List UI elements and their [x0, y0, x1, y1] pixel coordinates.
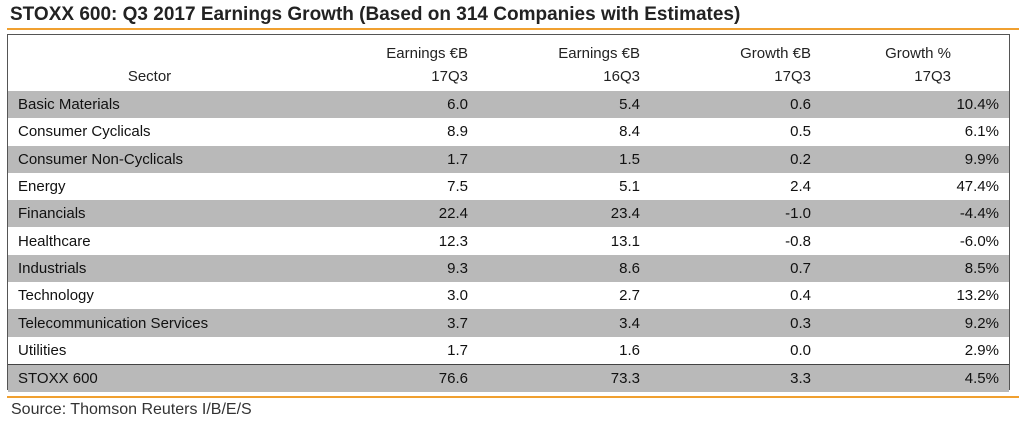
cell-sector: Technology	[18, 287, 94, 305]
cell-growth-eur: 0.4	[790, 287, 811, 305]
cell-earnings-17q3: 3.7	[291, 309, 496, 337]
cell-earnings-16q3: 5.1	[619, 178, 640, 196]
table-row: Industrials 9.3 8.6 0.7 8.5%	[8, 254, 1009, 283]
cell-earnings-16q3: 73.3	[496, 363, 666, 393]
cell-earnings-17q3: 12.3	[438, 232, 468, 250]
cell-growth-eur: 2.4	[790, 178, 811, 196]
footer-rule	[7, 396, 1019, 398]
cell-earnings-17q3: 22.4	[291, 200, 496, 228]
cell-earnings-16q3: 8.6	[496, 254, 666, 283]
cell-earnings-17q3: 1.7	[447, 341, 468, 359]
cell-earnings-16q3: 23.4	[496, 200, 666, 228]
cell-growth-pct: 47.4%	[956, 178, 999, 196]
cell-earnings-16q3: 5.4	[496, 91, 666, 119]
title-rule	[7, 28, 1019, 30]
cell-growth-pct: 9.2%	[837, 309, 1009, 337]
cell-sector: Financials	[8, 200, 291, 228]
cell-growth-eur: 3.3	[666, 363, 837, 393]
cell-growth-pct: 8.5%	[837, 254, 1009, 283]
col-header-growth-pct: Growth % 17Q3	[885, 45, 951, 85]
earnings-table-frame: Sector Earnings €B 17Q3 Earnings €B 16Q3…	[7, 34, 1010, 393]
cell-sector: Healthcare	[18, 232, 91, 250]
cell-growth-eur: -1.0	[666, 200, 837, 228]
cell-sector: Consumer Cyclicals	[18, 123, 151, 141]
cell-sector: Utilities	[18, 341, 67, 359]
header-row: Sector Earnings €B 17Q3 Earnings €B 16Q3…	[8, 35, 1009, 91]
cell-sector: Telecommunication Services	[8, 309, 291, 337]
cell-growth-pct: -6.0%	[959, 232, 999, 250]
col-header-earnings-17q3: Earnings €B 17Q3	[386, 45, 468, 85]
cell-earnings-17q3: 7.5	[447, 178, 468, 196]
cell-growth-eur: 0.0	[790, 341, 811, 359]
cell-sector: STOXX 600	[8, 363, 291, 393]
cell-earnings-16q3: 13.1	[610, 232, 640, 250]
cell-growth-pct: 6.1%	[964, 123, 999, 141]
cell-growth-pct: 10.4%	[837, 91, 1009, 119]
cell-earnings-16q3: 1.6	[619, 341, 640, 359]
cell-growth-pct: 2.9%	[964, 341, 999, 359]
cell-growth-eur: 0.6	[666, 91, 837, 119]
cell-earnings-17q3: 76.6	[291, 363, 496, 393]
cell-sector: Industrials	[8, 254, 291, 283]
col-header-earnings-16q3: Earnings €B 16Q3	[558, 45, 640, 85]
cell-earnings-17q3: 8.9	[447, 123, 468, 141]
cell-growth-eur: 0.7	[666, 254, 837, 283]
col-header-growth-eur: Growth €B 17Q3	[740, 45, 811, 85]
col-header-sector: Sector	[127, 68, 172, 85]
cell-earnings-16q3: 2.7	[619, 287, 640, 305]
cell-earnings-16q3: 1.5	[496, 145, 666, 173]
cell-earnings-17q3: 1.7	[291, 145, 496, 173]
cell-growth-pct: -4.4%	[837, 200, 1009, 228]
cell-sector: Consumer Non-Cyclicals	[8, 145, 291, 173]
table-row: Healthcare 12.3 13.1 -0.8 -6.0%	[8, 227, 1009, 254]
cell-growth-pct: 9.9%	[837, 145, 1009, 173]
cell-earnings-16q3: 8.4	[619, 123, 640, 141]
table-row: Energy 7.5 5.1 2.4 47.4%	[8, 173, 1009, 200]
table-row: Utilities 1.7 1.6 0.0 2.9%	[8, 337, 1009, 365]
source-note: Source: Thomson Reuters I/B/E/S	[11, 401, 252, 418]
table-row: Basic Materials 6.0 5.4 0.6 10.4%	[8, 91, 1009, 119]
table-row: Technology 3.0 2.7 0.4 13.2%	[8, 282, 1009, 309]
table-row: Telecommunication Services 3.7 3.4 0.3 9.2%	[8, 309, 1009, 337]
cell-earnings-16q3: 3.4	[496, 309, 666, 337]
cell-earnings-17q3: 6.0	[291, 91, 496, 119]
table-row: Consumer Non-Cyclicals 1.7 1.5 0.2 9.9%	[8, 145, 1009, 173]
cell-earnings-17q3: 3.0	[447, 287, 468, 305]
earnings-table: Sector Earnings €B 17Q3 Earnings €B 16Q3…	[8, 35, 1009, 393]
cell-earnings-17q3: 9.3	[291, 254, 496, 283]
cell-growth-pct: 13.2%	[956, 287, 999, 305]
cell-growth-eur: 0.5	[790, 123, 811, 141]
table-row: Consumer Cyclicals 8.9 8.4 0.5 6.1%	[8, 118, 1009, 145]
cell-sector: Basic Materials	[8, 91, 291, 119]
cell-growth-eur: -0.8	[785, 232, 811, 250]
cell-growth-pct: 4.5%	[837, 363, 1009, 393]
cell-growth-eur: 0.3	[666, 309, 837, 337]
cell-sector: Energy	[18, 178, 66, 196]
cell-growth-eur: 0.2	[666, 145, 837, 173]
total-row: STOXX 600 76.6 73.3 3.3 4.5%	[8, 363, 1009, 393]
page-title: STOXX 600: Q3 2017 Earnings Growth (Base…	[10, 4, 741, 25]
table-row: Financials 22.4 23.4 -1.0 -4.4%	[8, 200, 1009, 228]
